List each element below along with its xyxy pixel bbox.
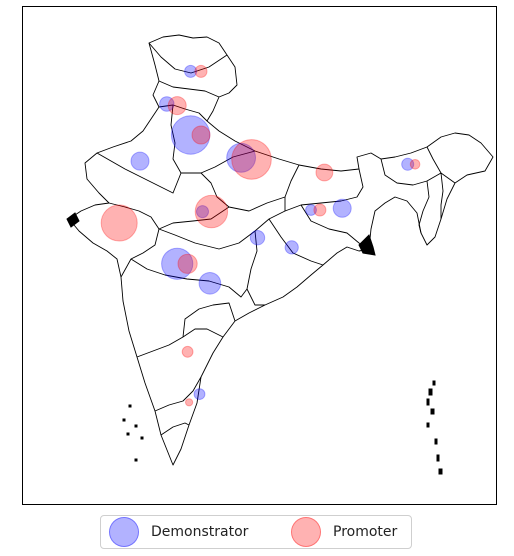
demonstrator-bubble-22 bbox=[198, 272, 222, 295]
legend-item-demonstrator: Demonstrator bbox=[109, 516, 248, 548]
promoter-bubble-16 bbox=[313, 203, 327, 217]
island bbox=[128, 404, 132, 408]
india-map bbox=[66, 34, 494, 475]
state-border bbox=[158, 80, 220, 98]
state-border bbox=[158, 104, 208, 122]
island bbox=[436, 454, 440, 462]
state-border bbox=[268, 218, 324, 266]
demonstrator-bubble-2 bbox=[159, 96, 175, 112]
demonstrator-bubble-19 bbox=[284, 240, 299, 255]
demonstrator-bubble-4 bbox=[170, 115, 211, 155]
promoter-bubble-12 bbox=[100, 204, 138, 242]
demonstrator-bubble-20 bbox=[161, 247, 194, 280]
demonstrator-bubble-18 bbox=[249, 230, 266, 246]
promoter-bubble-1 bbox=[194, 64, 208, 78]
demonstrator-bubble-13 bbox=[196, 205, 209, 219]
demonstrator-bubble-0 bbox=[184, 64, 198, 78]
legend-demonstrator-label: Demonstrator bbox=[151, 524, 249, 540]
legend-promoter-marker bbox=[291, 517, 321, 547]
island bbox=[430, 408, 435, 415]
island bbox=[438, 468, 443, 475]
island bbox=[140, 436, 144, 440]
island bbox=[134, 458, 138, 462]
state-border bbox=[130, 258, 248, 298]
bubble-layer bbox=[100, 64, 421, 407]
state-border bbox=[418, 180, 430, 234]
promoter-bubble-11 bbox=[409, 159, 421, 170]
island bbox=[426, 398, 430, 406]
island bbox=[134, 424, 138, 428]
promoter-bubble-21 bbox=[177, 253, 198, 274]
state-border bbox=[148, 42, 228, 74]
island bbox=[434, 438, 438, 445]
state-border bbox=[440, 172, 444, 219]
state-border bbox=[160, 422, 190, 436]
demonstrator-bubble-15 bbox=[305, 204, 317, 216]
demonstrator-bubble-10 bbox=[401, 157, 415, 171]
legend: Demonstrator Promoter bbox=[100, 515, 412, 549]
promoter-bubble-14 bbox=[194, 194, 229, 229]
promoter-bubble-9 bbox=[315, 163, 334, 182]
coastline bbox=[66, 212, 443, 475]
india-state-borders bbox=[68, 34, 494, 466]
state-border bbox=[158, 197, 286, 250]
state-border bbox=[200, 164, 300, 212]
demonstrator-bubble-17 bbox=[332, 198, 352, 218]
state-border bbox=[96, 152, 182, 194]
island bbox=[122, 418, 126, 422]
promoter-bubble-8 bbox=[231, 139, 272, 180]
demonstrator-bubble-24 bbox=[193, 388, 206, 401]
promoter-bubble-25 bbox=[185, 398, 194, 407]
promoter-bubble-5 bbox=[191, 125, 211, 145]
legend-demonstrator-marker bbox=[109, 517, 139, 547]
legend-promoter-label: Promoter bbox=[333, 524, 398, 540]
sundarbans-delta bbox=[358, 234, 376, 256]
promoter-bubble-3 bbox=[167, 96, 187, 116]
gujarat-coast bbox=[66, 212, 80, 228]
demonstrator-bubble-7 bbox=[226, 142, 257, 173]
island bbox=[126, 432, 130, 436]
state-border bbox=[154, 376, 202, 412]
legend-item-promoter: Promoter bbox=[291, 516, 397, 548]
island bbox=[432, 380, 436, 386]
state-border bbox=[120, 228, 160, 278]
state-border bbox=[136, 328, 224, 358]
state-border bbox=[182, 302, 236, 338]
demonstrator-bubble-6 bbox=[130, 151, 150, 171]
promoter-bubble-23 bbox=[181, 345, 194, 358]
state-border bbox=[246, 230, 265, 306]
island bbox=[428, 388, 433, 396]
island bbox=[426, 422, 430, 428]
map-panel bbox=[22, 6, 497, 505]
state-border bbox=[426, 146, 442, 174]
